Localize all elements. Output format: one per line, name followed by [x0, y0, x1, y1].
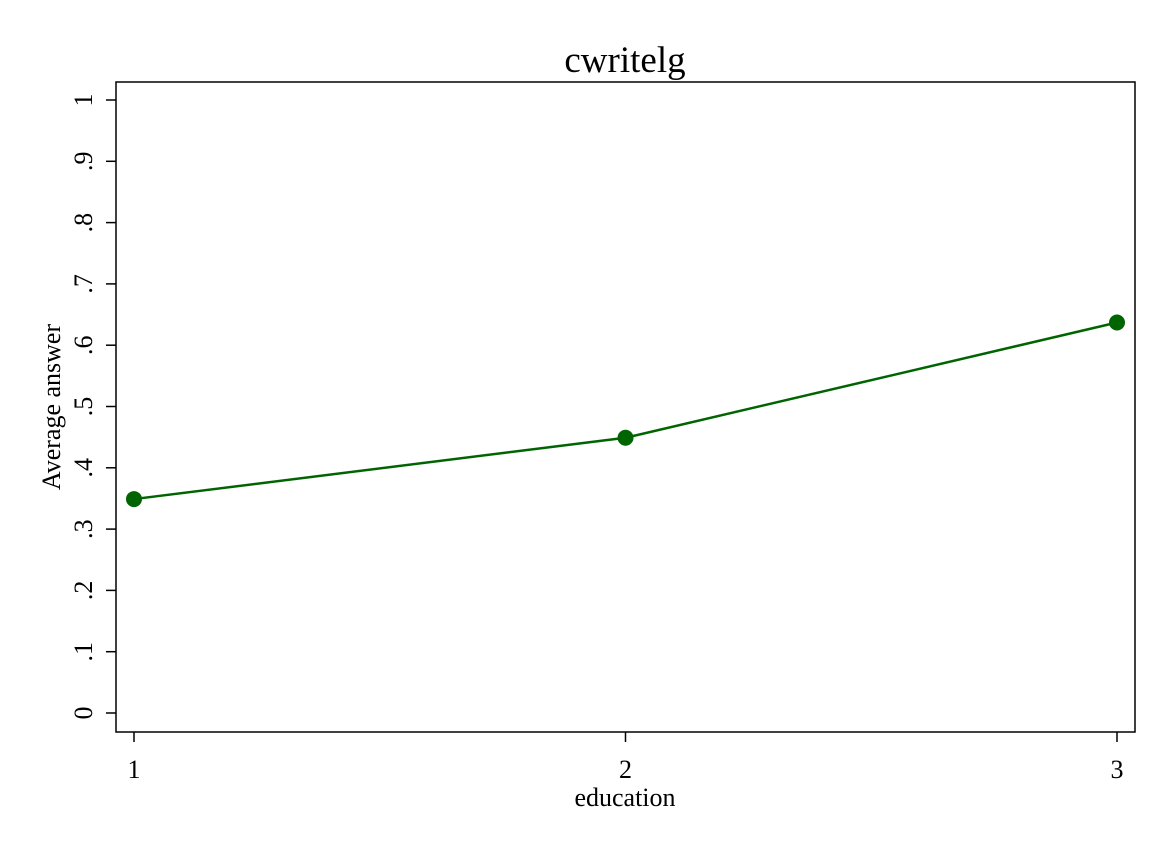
- y-tick-label: .8: [69, 213, 98, 233]
- x-axis-title: education: [574, 783, 675, 812]
- data-point: [126, 491, 142, 508]
- y-tick-label: 1: [69, 94, 98, 107]
- data-point: [1109, 314, 1125, 331]
- y-tick-label: .5: [69, 397, 98, 417]
- y-tick-label: .7: [69, 274, 98, 294]
- data-point: [617, 429, 634, 446]
- y-tick-label: .3: [69, 519, 98, 539]
- y-axis: 0 .1 .2 .3 .4 .5 .6 .7 .8 .9 1: [69, 94, 116, 720]
- chart-title: cwritelg: [564, 40, 685, 81]
- x-tick-label: 3: [1111, 755, 1124, 784]
- y-tick-label: .2: [69, 581, 98, 601]
- y-tick-label: .4: [69, 458, 98, 478]
- x-tick-label: 2: [619, 755, 632, 784]
- y-tick-label: .9: [69, 152, 98, 172]
- series-layer: [126, 314, 1125, 508]
- y-tick-label: .1: [69, 642, 98, 662]
- x-tick-label: 1: [128, 755, 141, 784]
- y-tick-label: .6: [69, 335, 98, 355]
- y-tick-label: 0: [69, 707, 98, 720]
- x-axis: 1 2 3: [128, 732, 1124, 784]
- y-axis-title: Average answer: [37, 324, 66, 491]
